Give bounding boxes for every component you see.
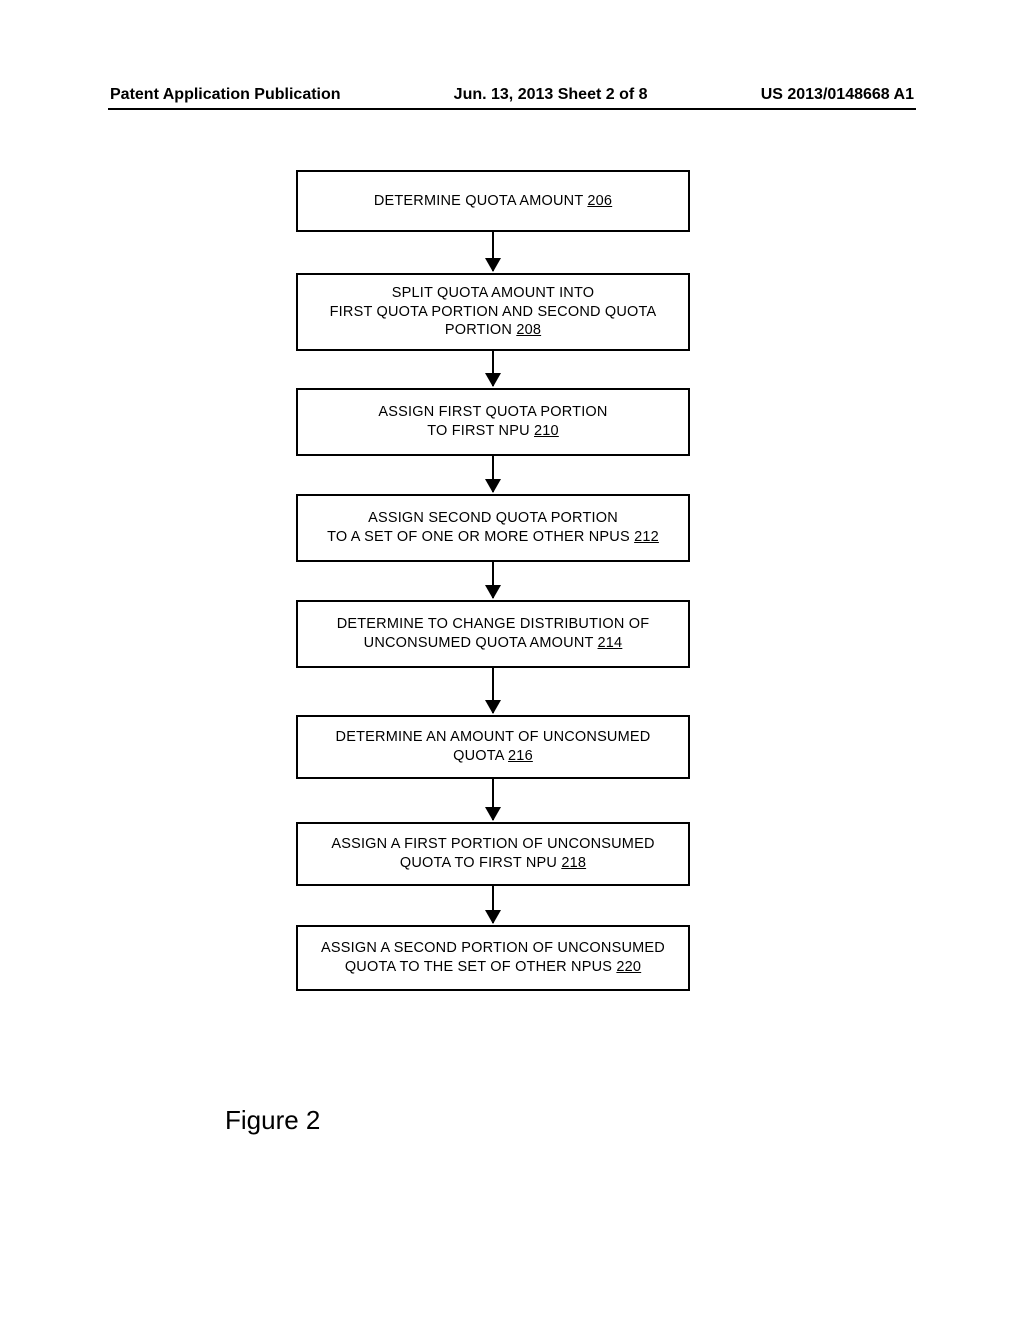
flow-box-212: ASSIGN SECOND QUOTA PORTIONTO A SET OF O… bbox=[296, 494, 690, 562]
flow-box-214: DETERMINE TO CHANGE DISTRIBUTION OFUNCON… bbox=[296, 600, 690, 668]
flow-box-208: SPLIT QUOTA AMOUNT INTOFIRST QUOTA PORTI… bbox=[296, 273, 690, 351]
flow-arrow bbox=[492, 562, 494, 598]
header-right: US 2013/0148668 A1 bbox=[761, 86, 914, 104]
ref-number: 210 bbox=[534, 423, 559, 439]
ref-number: 220 bbox=[616, 959, 641, 975]
figure-label: Figure 2 bbox=[225, 1105, 320, 1136]
flow-box-216: DETERMINE AN AMOUNT OF UNCONSUMEDQUOTA 2… bbox=[296, 715, 690, 779]
header-center: Jun. 13, 2013 Sheet 2 of 8 bbox=[454, 86, 648, 104]
ref-number: 206 bbox=[587, 193, 612, 209]
page-header: Patent Application Publication Jun. 13, … bbox=[110, 86, 914, 104]
ref-number: 214 bbox=[598, 635, 623, 651]
ref-number: 218 bbox=[561, 855, 586, 871]
header-left: Patent Application Publication bbox=[110, 86, 341, 104]
flow-box-220: ASSIGN A SECOND PORTION OF UNCONSUMEDQUO… bbox=[296, 925, 690, 991]
flow-arrow bbox=[492, 456, 494, 492]
flow-box-218: ASSIGN A FIRST PORTION OF UNCONSUMEDQUOT… bbox=[296, 822, 690, 886]
ref-number: 216 bbox=[508, 748, 533, 764]
ref-number: 208 bbox=[516, 322, 541, 338]
page: Patent Application Publication Jun. 13, … bbox=[0, 0, 1024, 1320]
ref-number: 212 bbox=[634, 529, 659, 545]
header-rule bbox=[108, 108, 916, 110]
flow-box-206: DETERMINE QUOTA AMOUNT 206 bbox=[296, 170, 690, 232]
flow-arrow bbox=[492, 779, 494, 820]
flow-arrow bbox=[492, 668, 494, 713]
flow-arrow bbox=[492, 232, 494, 271]
flow-arrow bbox=[492, 886, 494, 923]
flow-box-210: ASSIGN FIRST QUOTA PORTIONTO FIRST NPU 2… bbox=[296, 388, 690, 456]
flow-arrow bbox=[492, 351, 494, 386]
